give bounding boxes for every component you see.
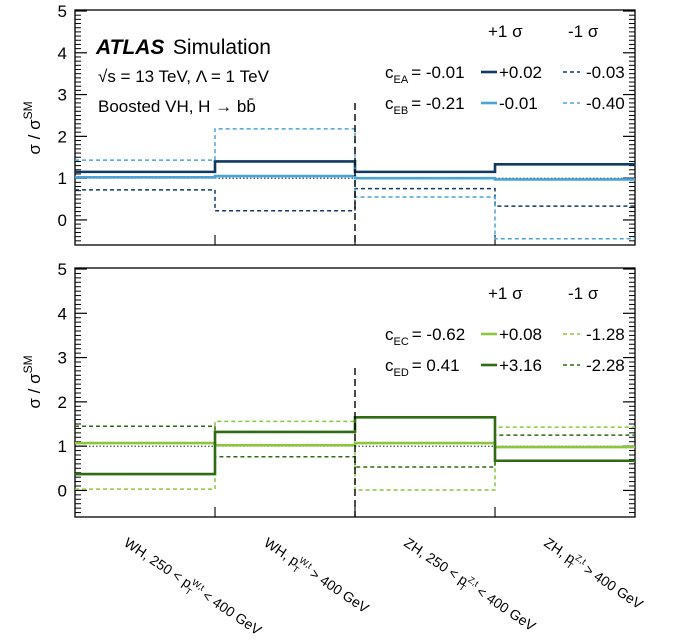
- top-y-axis-label: σ / σSM: [21, 101, 44, 154]
- y-tick-label: 3: [58, 86, 67, 105]
- y-tick-label: 1: [58, 437, 67, 456]
- top-plot-area: [75, 128, 635, 240]
- x-category-label: WH, 250 < pW,tT < 400 GeV: [119, 533, 266, 641]
- y-tick-label: 3: [58, 349, 67, 368]
- energy-label: √s = 13 TeV, Λ = 1 TeV: [98, 67, 270, 86]
- x-category-label: ZH, 250 < pZ,tT < 400 GeV: [399, 533, 540, 637]
- y-tick-label: 1: [58, 169, 67, 188]
- series-line-0-0: [75, 160, 635, 174]
- y-tick-label: 5: [58, 260, 67, 279]
- atlas-label: ATLAS Simulation: [95, 36, 271, 59]
- legend-header-minus: -1 σ: [568, 22, 599, 41]
- y-tick-label: 2: [58, 393, 67, 412]
- legend-coefficient: cED = 0.41: [385, 356, 460, 379]
- x-category-label: ZH, pZ,tT > 400 GeV: [539, 533, 647, 615]
- y-tick-label: 0: [58, 211, 67, 230]
- y-tick-label: 0: [58, 481, 67, 500]
- legend-value-minus: -0.40: [586, 94, 625, 113]
- bottom-legend: +1 σ -1 σ cEC = -0.62 +0.08 -1.28 cED = 0.41 +3.…: [385, 284, 625, 379]
- legend-value-plus: +3.16: [499, 356, 542, 375]
- top-panel: 0 1 2 3 4 5 σ / σSM ATLAS Simulation √s = 13 …: [21, 2, 636, 246]
- bottom-y-axis-label: σ / σSM: [21, 355, 44, 408]
- bottom-y-ticks: 0 1 2 3 4 5: [58, 260, 635, 517]
- legend-coefficient: cEC = -0.62: [385, 325, 465, 348]
- legend-value-plus: +0.02: [499, 63, 542, 82]
- top-legend: +1 σ -1 σ cEA = -0.01 +0.02 -0.03 cEB = -0.21 -0…: [385, 22, 625, 117]
- legend-coefficient: cEA = -0.01: [385, 63, 465, 86]
- legend-header-plus: +1 σ: [488, 22, 523, 41]
- legend-header-plus: +1 σ: [488, 284, 523, 303]
- legend-coefficient: cEB = -0.21: [385, 94, 465, 117]
- legend-value-plus: +0.08: [499, 325, 542, 344]
- analysis-label: Boosted VH, H → bb̄: [98, 97, 256, 116]
- legend-value-minus: -0.03: [586, 63, 625, 82]
- bottom-panel: 0 1 2 3 4 5 σ / σSM +1 σ -1 σ cEC = -0.62 +0.08 -1…: [21, 260, 636, 518]
- legend-value-minus: -2.28: [586, 356, 625, 375]
- legend-value-minus: -1.28: [586, 325, 625, 344]
- y-tick-label: 4: [58, 44, 67, 63]
- legend-value-plus: -0.01: [499, 94, 538, 113]
- legend-header-minus: -1 σ: [568, 284, 599, 303]
- y-tick-label: 2: [58, 127, 67, 146]
- y-tick-label: 5: [58, 2, 67, 21]
- x-category-label: WH, pW,tT > 400 GeV: [259, 533, 373, 619]
- y-tick-label: 4: [58, 304, 67, 323]
